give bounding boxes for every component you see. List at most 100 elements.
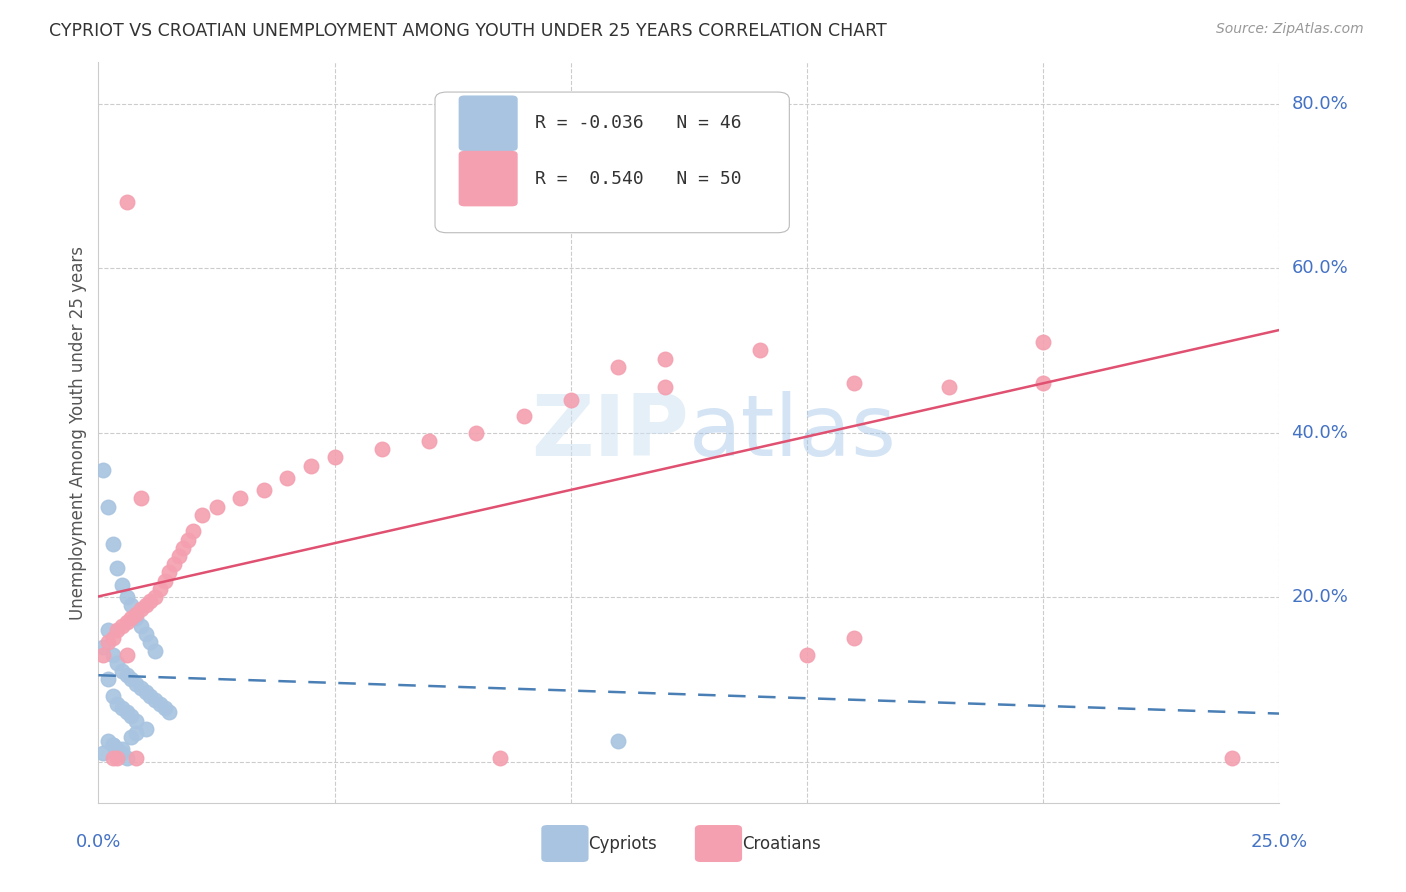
Point: [115, 706, 138, 720]
Point: [607, 734, 630, 748]
Point: [111, 578, 134, 592]
FancyBboxPatch shape: [458, 151, 517, 206]
Point: [748, 343, 770, 358]
Text: R = -0.036   N = 46: R = -0.036 N = 46: [536, 114, 742, 132]
Point: [191, 508, 214, 522]
Point: [143, 693, 166, 707]
Point: [121, 610, 143, 624]
Point: [115, 195, 138, 210]
Text: ZIP: ZIP: [531, 391, 689, 475]
Point: [157, 706, 180, 720]
Point: [111, 701, 134, 715]
Point: [125, 714, 148, 728]
Point: [654, 351, 676, 366]
Point: [125, 726, 148, 740]
Point: [163, 558, 186, 572]
Text: Cypriots: Cypriots: [589, 835, 657, 853]
FancyBboxPatch shape: [695, 825, 742, 862]
Point: [181, 524, 204, 539]
Point: [323, 450, 346, 465]
Point: [129, 602, 152, 616]
Text: Source: ZipAtlas.com: Source: ZipAtlas.com: [1216, 22, 1364, 37]
Point: [371, 442, 394, 456]
Point: [229, 491, 252, 506]
Point: [101, 648, 124, 662]
Point: [153, 574, 176, 588]
Point: [111, 619, 134, 633]
Point: [121, 673, 143, 687]
FancyBboxPatch shape: [541, 825, 589, 862]
Point: [101, 750, 124, 764]
Point: [560, 392, 582, 407]
Text: 25.0%: 25.0%: [1251, 833, 1308, 851]
Point: [111, 664, 134, 678]
Point: [121, 599, 143, 613]
FancyBboxPatch shape: [434, 92, 789, 233]
Point: [97, 734, 120, 748]
Point: [111, 747, 134, 761]
Point: [1220, 750, 1243, 764]
Point: [97, 635, 120, 649]
Point: [139, 689, 162, 703]
Point: [844, 632, 866, 646]
Point: [97, 623, 120, 637]
Point: [157, 566, 180, 580]
Point: [418, 434, 440, 448]
Point: [121, 730, 143, 744]
Point: [105, 750, 128, 764]
Point: [172, 541, 194, 555]
Point: [844, 376, 866, 391]
Point: [205, 500, 228, 514]
Point: [125, 676, 148, 690]
Point: [91, 747, 114, 761]
Point: [105, 561, 128, 575]
Point: [105, 656, 128, 670]
Text: 40.0%: 40.0%: [1291, 424, 1348, 442]
Point: [177, 533, 200, 547]
Point: [276, 471, 298, 485]
Point: [1032, 335, 1054, 350]
Point: [149, 697, 172, 711]
Point: [143, 590, 166, 604]
Point: [101, 689, 124, 703]
Point: [253, 483, 276, 498]
Point: [115, 750, 138, 764]
Point: [938, 380, 960, 394]
Y-axis label: Unemployment Among Youth under 25 years: Unemployment Among Youth under 25 years: [69, 245, 87, 620]
Point: [97, 500, 120, 514]
Point: [91, 462, 114, 476]
Point: [135, 685, 157, 699]
Point: [105, 697, 128, 711]
Point: [135, 599, 157, 613]
Point: [105, 623, 128, 637]
FancyBboxPatch shape: [458, 95, 517, 151]
Point: [125, 607, 148, 621]
Point: [125, 750, 148, 764]
Point: [796, 648, 818, 662]
Point: [149, 582, 172, 596]
Point: [489, 750, 512, 764]
Point: [129, 619, 152, 633]
Point: [97, 673, 120, 687]
Point: [115, 590, 138, 604]
Text: 20.0%: 20.0%: [1291, 588, 1348, 607]
Text: Croatians: Croatians: [742, 835, 821, 853]
Point: [115, 668, 138, 682]
Point: [1032, 376, 1054, 391]
Point: [101, 632, 124, 646]
Point: [153, 701, 176, 715]
Text: 80.0%: 80.0%: [1291, 95, 1348, 112]
Point: [121, 709, 143, 723]
Point: [129, 491, 152, 506]
Point: [115, 615, 138, 629]
Point: [139, 594, 162, 608]
Point: [465, 425, 488, 440]
Point: [91, 640, 114, 654]
Point: [91, 648, 114, 662]
Point: [512, 409, 534, 424]
Point: [143, 643, 166, 657]
Point: [139, 635, 162, 649]
Point: [167, 549, 190, 563]
Point: [654, 380, 676, 394]
Point: [101, 738, 124, 752]
